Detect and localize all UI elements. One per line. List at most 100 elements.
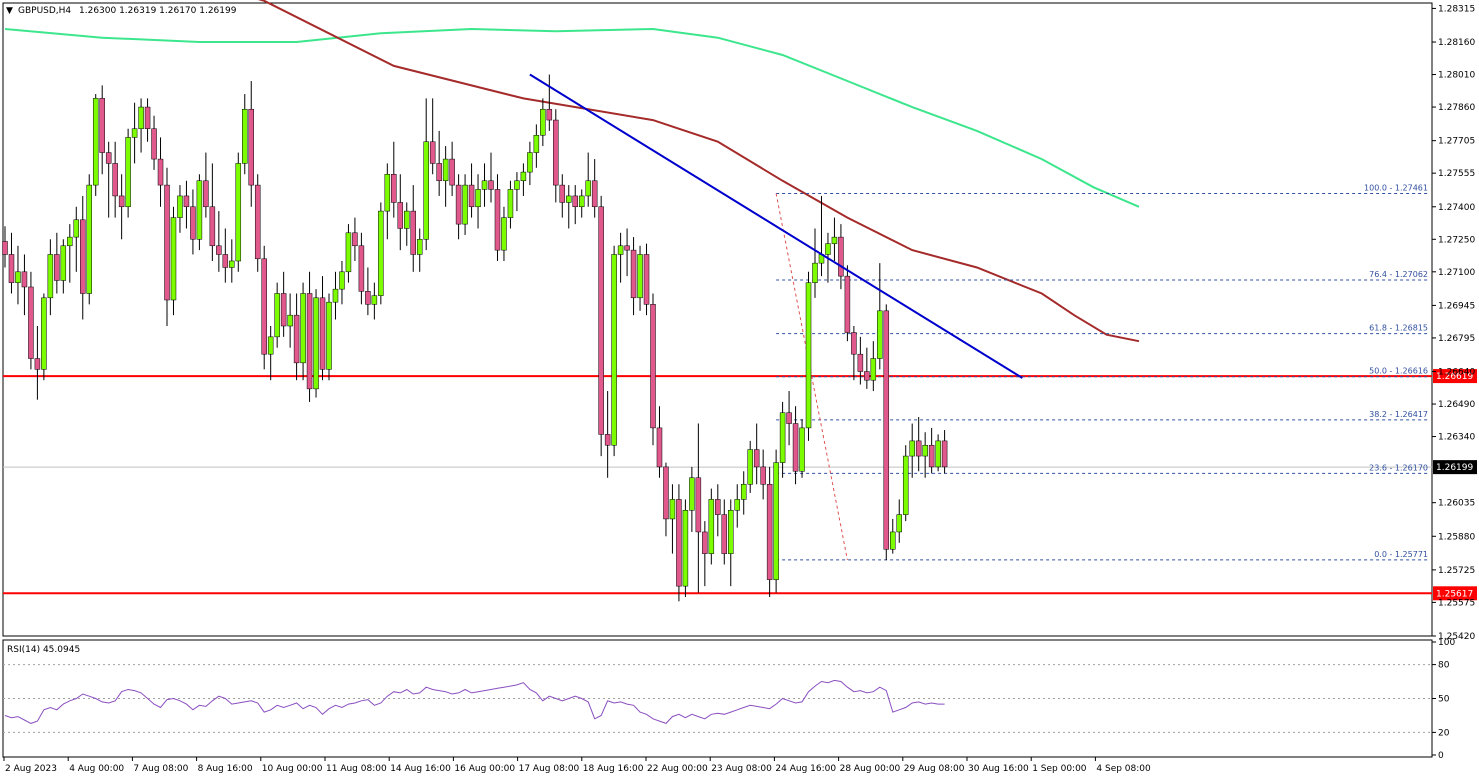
candle	[151, 115, 157, 170]
candle-body	[935, 440, 941, 468]
candle	[507, 180, 514, 229]
candle	[650, 293, 656, 446]
candle	[890, 518, 896, 554]
price-tick-label: 1.27400	[1438, 203, 1475, 213]
candle-body	[73, 219, 80, 238]
candle-body	[786, 412, 792, 424]
candle	[261, 245, 267, 370]
fib-anchor-line[interactable]	[775, 193, 848, 561]
hline-price-tag[interactable]	[1433, 369, 1477, 384]
candle-body	[488, 180, 494, 190]
candle	[300, 282, 306, 381]
candle-body	[332, 288, 339, 303]
candle-body	[805, 282, 812, 429]
candle	[857, 336, 864, 385]
fib-level-label: 61.8 - 1.26815	[1369, 324, 1428, 333]
time-tick-label: 17 Aug 08:00	[519, 764, 580, 774]
time-tick-label: 2 Aug 2023	[5, 764, 57, 774]
candle	[28, 271, 34, 370]
candle	[604, 391, 611, 478]
candle-body	[481, 180, 488, 190]
candle	[455, 174, 462, 240]
candle-body	[229, 260, 235, 268]
candle	[520, 163, 527, 196]
candle	[915, 417, 922, 472]
candle	[99, 85, 105, 175]
candle	[345, 224, 352, 283]
candle-body	[449, 158, 455, 186]
candle	[105, 141, 112, 218]
candle-body	[643, 254, 650, 305]
candle-body	[540, 108, 546, 136]
candle	[92, 94, 99, 196]
price-tick-label: 1.28010	[1438, 71, 1475, 81]
candle	[702, 521, 708, 587]
candle-body	[164, 184, 170, 301]
candle-body	[235, 163, 242, 262]
ma-green-line	[4, 27, 1140, 208]
candle	[306, 271, 313, 402]
rsi-tick-label: 80	[1438, 661, 1450, 671]
candle	[242, 94, 248, 175]
candle	[248, 81, 254, 207]
rsi-tick-label: 50	[1438, 695, 1450, 705]
candle-body	[67, 236, 73, 247]
bearish-trendline[interactable]	[529, 73, 1023, 379]
time-tick-label: 10 Aug 00:00	[262, 764, 323, 774]
candle-body	[267, 336, 274, 355]
current-price-tag[interactable]	[1433, 460, 1477, 475]
candle-body	[902, 455, 909, 515]
candle	[494, 174, 501, 261]
time-tick-label: 18 Aug 16:00	[583, 764, 644, 774]
price-tick-label: 1.26340	[1438, 433, 1475, 443]
candle-body	[384, 174, 391, 212]
time-axis[interactable]: 2 Aug 2023 4 Aug 00:00 7 Aug 08:00 8 Aug 16…	[3, 757, 1151, 774]
candle	[591, 159, 598, 218]
candle	[792, 406, 799, 485]
candle-body	[287, 314, 293, 327]
candle	[689, 466, 695, 532]
candle-body	[507, 189, 514, 218]
hline-price-tag[interactable]	[1433, 586, 1477, 601]
fib-level-label: 50.0 - 1.26616	[1369, 367, 1428, 376]
candle	[663, 462, 669, 537]
candle-body	[339, 271, 345, 290]
candle	[449, 141, 455, 196]
candle-body	[766, 484, 773, 580]
price-tick-label: 1.25725	[1438, 566, 1475, 576]
candle-body	[261, 258, 267, 355]
candle-body	[209, 206, 216, 247]
candle-body	[864, 371, 870, 381]
symbol-dropdown-arrow[interactable]: ▼	[6, 6, 13, 16]
candle	[922, 432, 928, 478]
candle-body	[138, 106, 144, 129]
candle	[177, 185, 183, 233]
candle-body	[909, 440, 915, 457]
candlesticks	[2, 74, 948, 602]
candle-body	[242, 108, 248, 164]
candle-body	[313, 297, 319, 390]
price-axis[interactable]: 1.28315 1.28160 1.28010 1.27860 1.27705 1.275…	[1432, 4, 1475, 642]
candle	[760, 449, 766, 500]
candle	[779, 401, 786, 478]
candle-body	[2, 241, 8, 255]
candle	[131, 102, 138, 164]
candle-body	[203, 180, 209, 208]
horizontal-support-lines[interactable]: 1.26619 1.25617 1.26199	[3, 369, 1477, 601]
candle-body	[877, 310, 883, 359]
candle-body	[423, 141, 429, 240]
trendline[interactable]	[529, 73, 1023, 379]
candle	[229, 239, 235, 283]
candle	[47, 239, 54, 316]
fib-level-label: 76.4 - 1.27062	[1369, 270, 1428, 279]
candle	[326, 293, 332, 381]
candle	[883, 304, 890, 561]
price-tick-label: 1.26945	[1438, 301, 1475, 311]
candle	[572, 185, 578, 225]
candle-body	[144, 106, 151, 129]
candle-body	[248, 108, 254, 186]
candle	[436, 130, 442, 196]
candle-body	[254, 184, 261, 260]
